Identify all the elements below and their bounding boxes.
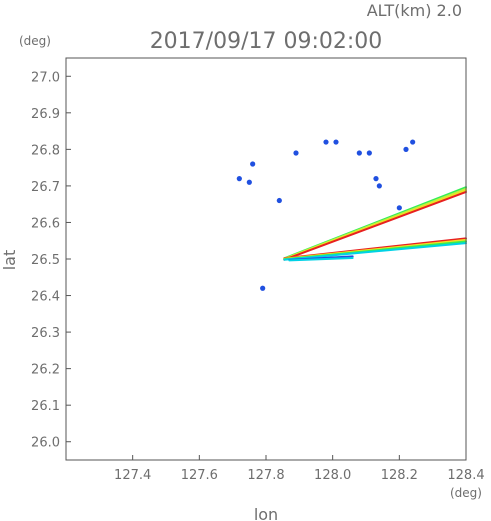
x-tick-label: 128.0 (314, 468, 351, 483)
x-unit-label: (deg) (450, 486, 482, 500)
echo-point (250, 161, 256, 167)
echo-point (236, 176, 242, 182)
x-tick-label: 127.8 (247, 468, 284, 483)
y-tick-label: 26.6 (31, 216, 60, 231)
y-tick-label: 26.8 (31, 143, 60, 158)
echo-streak (283, 242, 467, 261)
y-tick-label: 26.0 (31, 436, 60, 451)
x-tick-label: 128.2 (381, 468, 418, 483)
echo-streak (288, 256, 354, 262)
echo-point (396, 205, 402, 211)
tick-layer: 127.4 127.6 127.8 128.0 128.2 128.4 27.0 26.9 26… (31, 70, 485, 483)
y-tick-label: 26.2 (31, 363, 60, 378)
y-tick-label: 26.3 (31, 326, 60, 341)
y-tick-label: 27.0 (31, 70, 60, 85)
chart-title: 2017/09/17 09:02:00 (150, 29, 383, 54)
y-axis-label: lat (0, 250, 19, 271)
echo-point (373, 176, 379, 182)
echo-point (333, 139, 339, 145)
y-tick-label: 26.9 (31, 107, 60, 122)
echo-streak (283, 190, 467, 261)
altitude-label: ALT(km) 2.0 (367, 1, 462, 20)
x-tick-label: 128.4 (447, 468, 484, 483)
y-tick-label: 26.4 (31, 290, 60, 305)
x-tick-label: 127.6 (181, 468, 218, 483)
x-axis-label: lon (254, 505, 278, 521)
x-tick-label: 127.4 (114, 468, 151, 483)
echo-point (246, 179, 252, 185)
echo-point (293, 150, 299, 156)
echo-point (366, 150, 372, 156)
echo-layer (236, 139, 467, 291)
y-tick-label: 26.1 (31, 399, 60, 414)
y-tick-label: 26.5 (31, 253, 60, 268)
y-unit-label: (deg) (19, 34, 51, 48)
echo-point (356, 150, 362, 156)
echo-point (260, 285, 266, 291)
echo-point (276, 197, 282, 204)
echo-point (376, 183, 382, 189)
plot-frame (65, 57, 467, 461)
echo-point (410, 139, 416, 145)
echo-point (323, 139, 329, 145)
y-tick-label: 26.7 (31, 180, 60, 195)
echo-point (403, 146, 409, 152)
